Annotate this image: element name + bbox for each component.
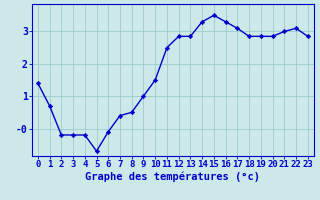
X-axis label: Graphe des températures (°c): Graphe des températures (°c) <box>85 172 260 182</box>
